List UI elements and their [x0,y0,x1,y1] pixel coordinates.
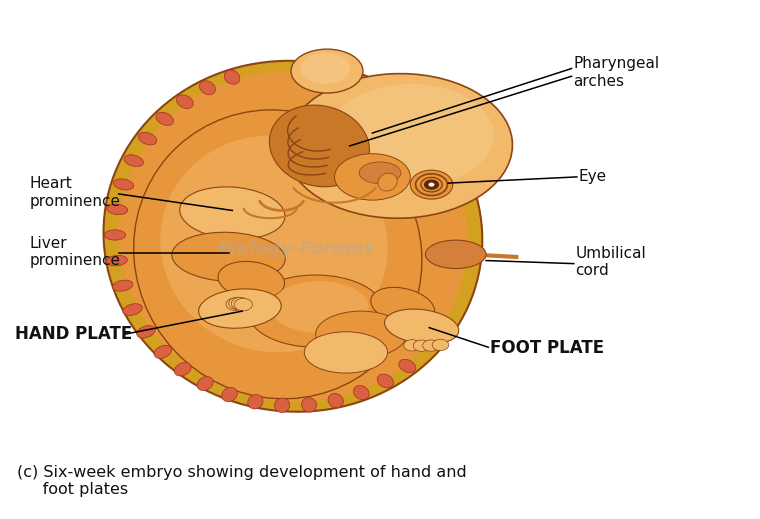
Ellipse shape [286,74,512,218]
Ellipse shape [119,71,467,401]
Ellipse shape [138,132,157,145]
Circle shape [229,297,247,310]
Circle shape [410,170,453,199]
Text: FOOT PLATE: FOOT PLATE [489,339,604,357]
Ellipse shape [222,387,237,402]
Ellipse shape [353,386,369,400]
Text: Pharyngeal
arches: Pharyngeal arches [573,57,659,89]
Ellipse shape [113,179,134,190]
Ellipse shape [199,81,216,95]
Ellipse shape [106,255,128,266]
Circle shape [429,183,435,187]
Ellipse shape [224,70,240,84]
Text: Liver
prominence: Liver prominence [30,236,120,268]
Ellipse shape [378,173,397,191]
Ellipse shape [359,162,401,184]
Ellipse shape [248,275,384,347]
Ellipse shape [304,332,388,373]
Ellipse shape [218,262,284,299]
Ellipse shape [371,288,435,324]
Ellipse shape [291,49,363,93]
Ellipse shape [334,154,410,200]
Ellipse shape [172,233,285,282]
Ellipse shape [271,281,369,333]
Text: Heart
prominence: Heart prominence [30,176,120,209]
Circle shape [423,340,439,351]
Circle shape [231,297,249,310]
Ellipse shape [198,289,281,328]
Ellipse shape [123,304,142,316]
Ellipse shape [377,374,394,388]
Ellipse shape [269,105,369,187]
Ellipse shape [154,345,172,359]
Ellipse shape [134,110,422,399]
Ellipse shape [399,359,416,373]
Circle shape [226,298,244,310]
Ellipse shape [104,230,125,240]
Text: Biology-Forums: Biology-Forums [218,240,375,258]
Ellipse shape [274,398,290,413]
Text: HAND PLATE: HAND PLATE [15,325,132,344]
Ellipse shape [315,311,407,358]
Ellipse shape [179,187,285,239]
Ellipse shape [248,394,263,409]
Ellipse shape [137,325,155,338]
Ellipse shape [174,362,191,376]
Ellipse shape [112,280,133,291]
Ellipse shape [156,112,173,126]
Ellipse shape [426,240,486,268]
Ellipse shape [328,393,344,408]
Text: Eye: Eye [578,169,606,184]
Circle shape [432,339,449,351]
Ellipse shape [327,84,493,187]
Ellipse shape [124,155,144,167]
Circle shape [424,180,439,190]
Text: Umbilical
cord: Umbilical cord [575,246,646,278]
Ellipse shape [302,398,317,412]
Ellipse shape [160,135,388,352]
Ellipse shape [103,61,483,412]
Ellipse shape [106,204,128,215]
Ellipse shape [176,95,193,108]
Text: (c) Six-week embryo showing development of hand and
     foot plates: (c) Six-week embryo showing development … [17,465,467,497]
Ellipse shape [197,377,214,390]
Circle shape [404,339,420,351]
Circle shape [413,340,430,351]
Circle shape [234,298,252,311]
Ellipse shape [385,309,459,344]
Ellipse shape [301,53,350,84]
